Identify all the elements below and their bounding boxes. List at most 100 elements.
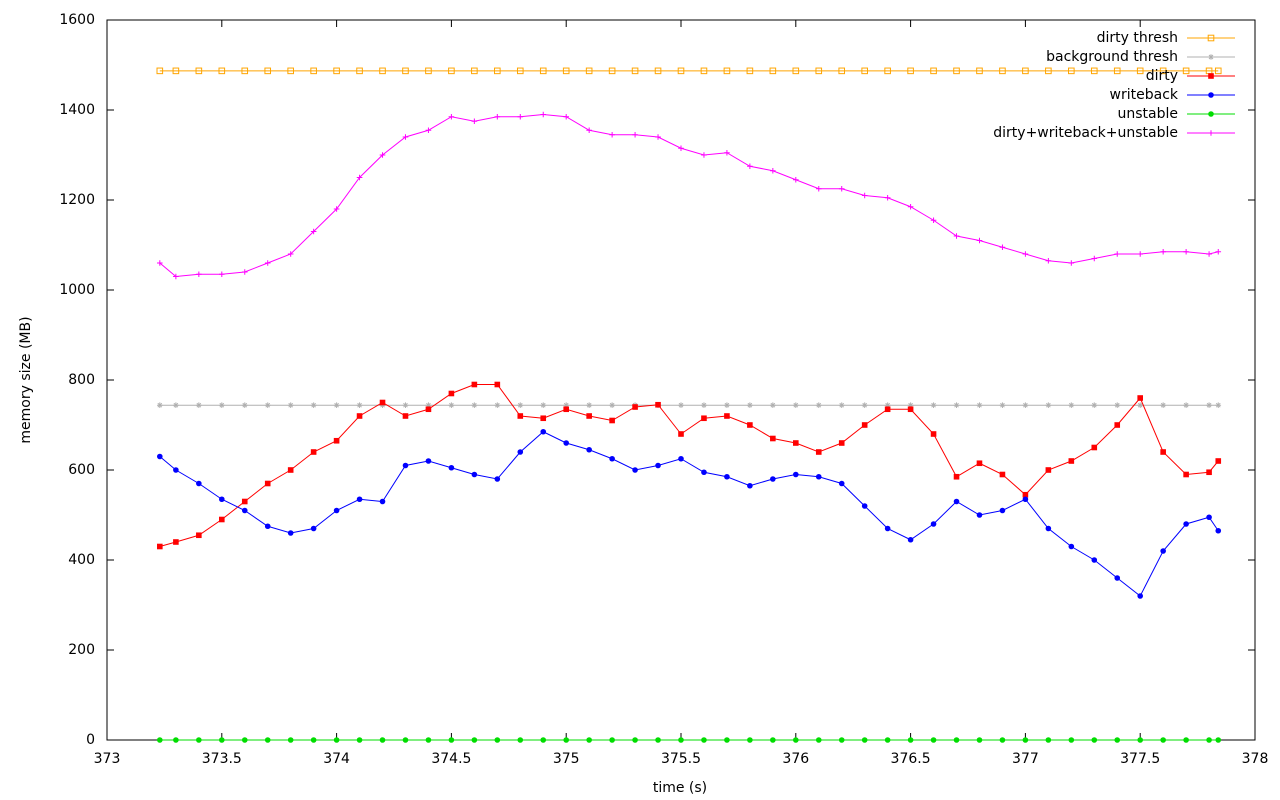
point <box>1045 737 1052 743</box>
point <box>678 455 684 462</box>
point <box>861 737 868 743</box>
point <box>471 402 478 408</box>
point <box>678 431 684 437</box>
point <box>157 453 163 460</box>
point <box>907 203 914 210</box>
point <box>425 458 432 464</box>
point <box>517 449 524 455</box>
point <box>930 402 937 408</box>
point <box>609 737 615 743</box>
point <box>1206 402 1212 408</box>
point <box>770 402 776 408</box>
point <box>976 512 983 518</box>
point <box>287 530 294 536</box>
point <box>494 476 501 482</box>
point <box>494 113 501 120</box>
point <box>241 507 248 514</box>
point <box>517 113 524 120</box>
point <box>1206 737 1212 743</box>
point <box>287 467 294 473</box>
point <box>1045 257 1052 264</box>
point <box>930 431 937 437</box>
point <box>723 67 731 75</box>
point <box>241 402 248 408</box>
point <box>1137 251 1143 257</box>
point <box>838 402 845 408</box>
point <box>471 381 478 388</box>
point <box>219 516 225 523</box>
point <box>310 525 317 532</box>
point <box>1215 458 1222 464</box>
point <box>907 536 914 543</box>
point <box>930 737 937 743</box>
point <box>402 402 409 408</box>
point <box>402 67 409 75</box>
point <box>540 737 547 743</box>
point <box>264 523 271 530</box>
point <box>678 145 684 152</box>
point <box>976 402 983 408</box>
point <box>173 539 179 545</box>
point <box>747 163 753 170</box>
point <box>494 737 501 743</box>
point <box>701 152 707 158</box>
point <box>1091 737 1098 743</box>
point <box>999 67 1006 75</box>
point <box>838 737 845 743</box>
point <box>287 251 294 257</box>
legend-marker <box>1207 34 1215 42</box>
point <box>356 67 363 75</box>
point <box>815 737 822 743</box>
point <box>448 113 455 120</box>
point <box>1183 521 1189 527</box>
legend-marker <box>1208 73 1214 79</box>
point <box>724 413 730 419</box>
point <box>1214 67 1222 75</box>
y-tick-label: 200 <box>68 642 95 658</box>
point <box>1183 737 1189 743</box>
point <box>747 402 753 408</box>
point <box>1160 548 1166 554</box>
point <box>976 67 983 75</box>
y-tick-label: 1400 <box>59 102 95 118</box>
point <box>793 737 799 743</box>
point <box>609 131 615 138</box>
point <box>157 402 163 408</box>
point <box>425 127 432 134</box>
point <box>793 440 799 446</box>
point <box>632 131 638 138</box>
point <box>655 134 661 140</box>
point <box>379 498 386 505</box>
point <box>310 67 317 75</box>
point <box>562 67 570 75</box>
x-tick-label: 378 <box>1242 751 1269 767</box>
point <box>1022 251 1029 257</box>
point <box>609 455 615 462</box>
x-tick-label: 376.5 <box>891 751 931 767</box>
point <box>310 737 317 743</box>
point <box>540 111 547 118</box>
x-tick-label: 376 <box>782 751 809 767</box>
point <box>1068 402 1075 408</box>
point <box>540 415 547 422</box>
point <box>746 67 754 75</box>
point <box>471 737 478 743</box>
point <box>540 402 547 408</box>
point <box>563 406 569 413</box>
point <box>770 476 776 482</box>
point <box>907 67 914 75</box>
point <box>1160 248 1166 255</box>
point <box>1045 525 1052 532</box>
point <box>333 402 340 408</box>
x-tick-label: 373.5 <box>202 751 242 767</box>
legend-marker <box>1208 111 1214 117</box>
point <box>678 737 684 743</box>
point <box>884 406 891 413</box>
point <box>953 233 960 239</box>
point <box>379 399 386 406</box>
point <box>448 67 455 75</box>
x-tick-label: 373 <box>94 751 121 767</box>
point <box>999 507 1006 514</box>
point <box>1091 255 1098 262</box>
point <box>173 273 179 280</box>
